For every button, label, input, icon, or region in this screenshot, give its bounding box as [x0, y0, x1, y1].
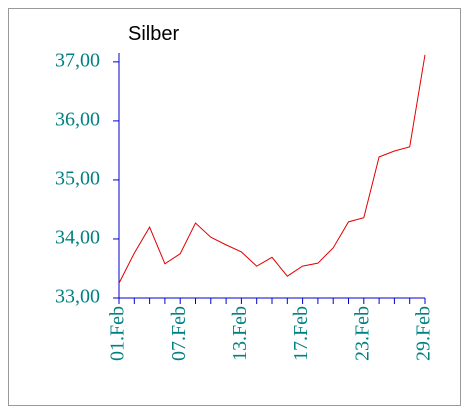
x-tick-label: 29.Feb: [413, 306, 435, 361]
line: [118, 54, 426, 284]
y-tick-label: 36,00: [55, 108, 100, 130]
panel-border: [8, 8, 461, 406]
x-tick-label: 17.Feb: [290, 306, 312, 361]
chart-title: Silber: [128, 23, 179, 45]
y-tick-label: 37,00: [55, 49, 100, 71]
y-tick-label: 33,00: [55, 286, 100, 308]
x-tick-label: 01.Feb: [107, 306, 129, 361]
y-tick-label: 35,00: [55, 168, 100, 190]
y-tick-label: 34,00: [55, 227, 100, 249]
x-tick-label: 07.Feb: [168, 306, 190, 361]
x-tick-label: 13.Feb: [229, 306, 251, 361]
x-tick-label: 23.Feb: [351, 306, 373, 361]
